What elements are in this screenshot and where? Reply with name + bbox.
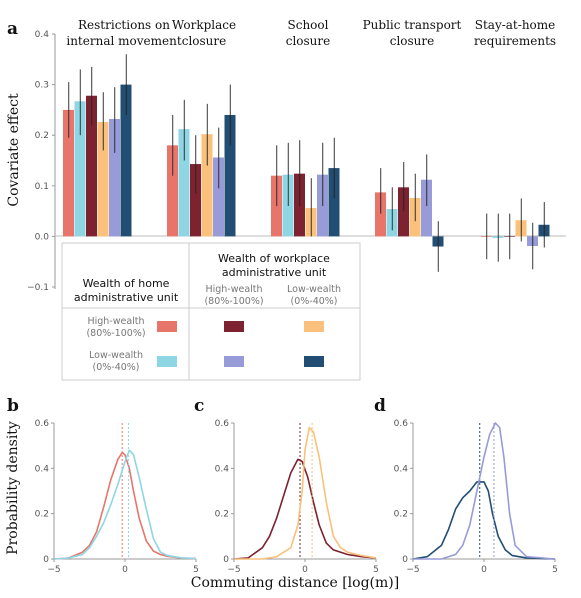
panel-b-plot: 00.20.40.6−5 0 5 xyxy=(35,419,199,575)
legend-swatch-home-high-work-high xyxy=(157,321,177,332)
y-tick-label: 0.4 xyxy=(394,464,409,474)
legend-work-title-line2: administrative unit xyxy=(222,266,327,279)
bar xyxy=(178,129,190,237)
x-tick-label: 0 xyxy=(481,565,487,575)
legend-swatch-home-low-work-low xyxy=(304,356,324,367)
category-transport-line1: Public transport xyxy=(363,18,462,32)
legend-row-low-line2: (0%-40%) xyxy=(92,362,139,373)
legend-swatch-home-high-work-mid xyxy=(224,321,244,332)
panel-c-plot: 00.20.40.6−5 0 5 xyxy=(215,419,379,575)
density-curve xyxy=(234,426,377,560)
y-tick-label: 0.6 xyxy=(215,419,230,429)
legend-work-title-line1: Wealth of workplace xyxy=(218,252,330,265)
density-curve xyxy=(413,422,556,560)
legend-home-title-line2: administrative unit xyxy=(74,291,179,304)
legend-row-low-line1: Low-wealth xyxy=(89,350,143,361)
bar xyxy=(398,187,409,237)
legend-col-low-line1: Low-wealth xyxy=(287,284,341,295)
bar xyxy=(201,134,213,237)
bar xyxy=(375,192,386,237)
y-tick-label: 0.0 xyxy=(35,232,50,242)
y-tick-label: 0.2 xyxy=(394,510,408,520)
y-tick-label: 0.6 xyxy=(35,419,50,429)
panel-a-letter: a xyxy=(7,19,18,39)
y-tick-label: 0.2 xyxy=(35,131,49,141)
panel-b-y-label: Probability density xyxy=(5,421,21,555)
category-school-line2: closure xyxy=(286,34,331,48)
y-tick-label: 0.2 xyxy=(215,510,229,520)
y-tick-label: −0.1 xyxy=(27,283,49,293)
x-tick-label: 5 xyxy=(552,565,558,575)
x-axis-label: Commuting distance [log(m)] xyxy=(191,575,399,591)
bar xyxy=(97,122,109,237)
bar xyxy=(74,101,86,237)
bar xyxy=(328,168,340,237)
density-curve xyxy=(53,451,197,560)
category-restrictions-line1: Restrictions on xyxy=(78,18,170,32)
x-tick-label: 5 xyxy=(193,565,199,575)
legend-row-high-line2: (80%-100%) xyxy=(86,328,145,339)
legend-swatch-home-high-work-low xyxy=(304,321,324,332)
category-headers: Restrictions on internal movement Workpl… xyxy=(66,18,556,48)
y-tick-label: 0.2 xyxy=(35,510,49,520)
legend-home-title-line1: Wealth of home xyxy=(83,277,170,290)
x-tick-label: 0 xyxy=(302,565,308,575)
legend-col-high-line1: High-wealth xyxy=(205,284,262,295)
category-workplace-line1: Workplace xyxy=(172,18,236,32)
y-tick-label: 0 xyxy=(402,555,408,565)
category-stayhome-line2: requirements xyxy=(474,34,556,48)
legend: Wealth of workplace administrative unit … xyxy=(61,242,361,381)
density-curve xyxy=(412,481,556,560)
category-school-line1: School xyxy=(288,18,329,32)
category-workplace-line2: closure xyxy=(182,34,227,48)
bar xyxy=(224,114,236,237)
bar xyxy=(63,109,74,237)
bar xyxy=(190,164,201,237)
x-tick-label: 5 xyxy=(373,565,379,575)
panel-a-y-label: Covariate effect xyxy=(6,93,22,207)
panel-b-letter: b xyxy=(7,396,19,416)
x-tick-label: −5 xyxy=(47,565,60,575)
category-stayhome-line1: Stay-at-home xyxy=(475,18,556,32)
y-tick-label: 0 xyxy=(43,555,49,565)
category-restrictions-line2: internal movement xyxy=(66,34,181,48)
panel-a-y-ticks: 0.4 0.3 0.2 0.1 0.0 −0.1 xyxy=(27,30,55,293)
legend-col-high-line2: (80%-100%) xyxy=(204,296,263,307)
bar xyxy=(213,157,224,237)
y-tick-label: 0.6 xyxy=(394,419,409,429)
legend-row-high-line1: High-wealth xyxy=(87,316,144,327)
y-tick-label: 0.4 xyxy=(215,464,230,474)
bar xyxy=(421,179,432,237)
legend-col-low-line2: (0%-40%) xyxy=(290,296,337,307)
bar xyxy=(120,84,132,237)
y-tick-label: 0 xyxy=(223,555,229,565)
bar xyxy=(109,119,120,237)
x-tick-label: 0 xyxy=(122,565,128,575)
panel-c-letter: c xyxy=(194,396,204,416)
panel-a-bars xyxy=(63,54,550,272)
x-tick-label: −5 xyxy=(406,565,419,575)
panel-d-plot: 00.20.40.6−5 0 5 xyxy=(394,419,558,575)
y-tick-label: 0.4 xyxy=(35,30,50,40)
bar xyxy=(86,95,97,237)
y-tick-label: 0.1 xyxy=(35,182,49,192)
legend-swatch-home-low-work-mid xyxy=(224,356,244,367)
y-tick-label: 0.3 xyxy=(35,81,49,91)
density-curve xyxy=(53,449,197,560)
x-tick-label: −5 xyxy=(227,565,240,575)
y-tick-label: 0.4 xyxy=(35,464,50,474)
bar xyxy=(167,145,178,237)
panel-d-letter: d xyxy=(374,396,386,416)
density-curve xyxy=(233,458,377,560)
legend-swatch-home-low-work-high xyxy=(157,356,177,367)
category-transport-line2: closure xyxy=(390,34,435,48)
